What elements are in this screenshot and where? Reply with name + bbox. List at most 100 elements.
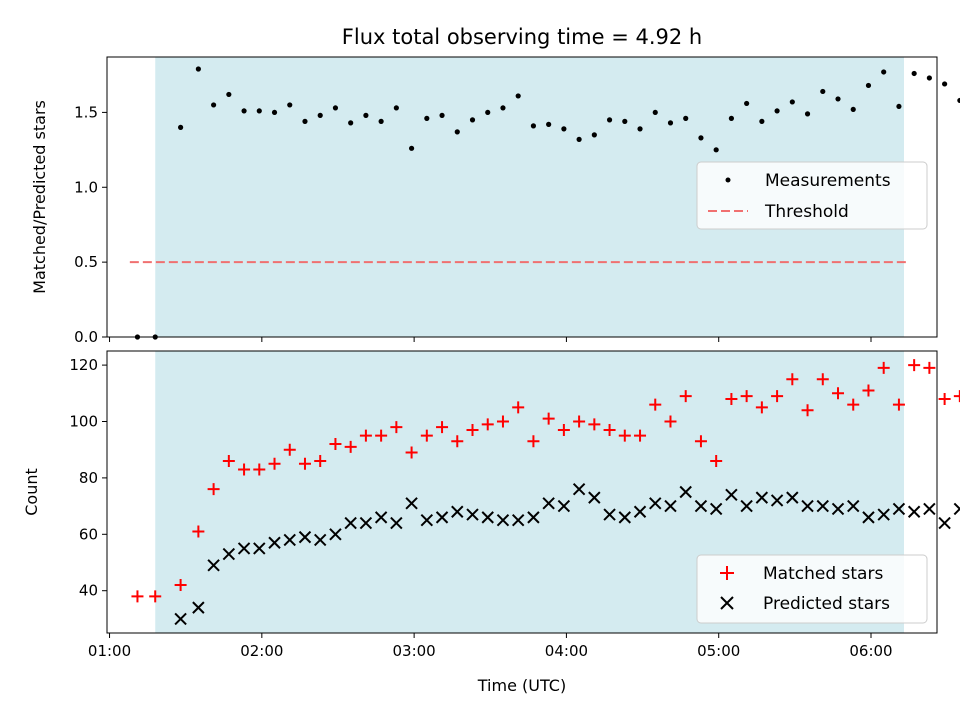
predicted-star-point [588,491,601,504]
bottom-x-tick-label: 04:00 [545,642,588,660]
measurement-point [500,105,506,111]
measurement-point [789,99,795,105]
predicted-star-point [283,533,296,547]
bottom-x-tick-label: 05:00 [697,642,740,660]
matched-star-point [283,443,296,456]
matched-star-point [923,361,936,374]
measurement-point [804,111,811,117]
predicted-star-point [359,516,373,530]
matched-star-point [938,392,951,405]
matched-star-point [390,421,403,434]
matched-star-point [314,454,327,467]
matched-star-point [329,438,342,451]
measurement-point [302,118,308,124]
bottom-y-tick-label: 60 [79,525,98,543]
legend-matched-stars-marker [720,566,734,580]
matched-star-point [771,390,784,403]
predicted-star-point [527,511,540,524]
measurement-point [850,106,856,113]
matched-star-point [710,454,723,467]
matched-star-point [679,390,692,403]
matched-star-point [908,359,921,372]
legend-predicted-stars-marker [720,596,734,610]
measurement-point [178,124,184,130]
measurement-point [363,112,369,118]
measurement-point [211,102,217,108]
top-panel: 0.0 0.5 1.0 1.5 Matched/Predicted stars Mea… [30,56,960,346]
measurement-point [896,103,902,110]
measurement-point [408,145,415,151]
predicted-star-point [314,533,327,547]
measurement-point [637,126,643,132]
matched-star-point [192,525,205,538]
predicted-star-point [511,513,525,527]
predicted-star-point [451,505,464,518]
bottom-y-tick-label: 120 [69,356,98,374]
predicted-star-point [603,508,616,521]
bottom-legend: Matched stars Predicted stars [696,554,928,624]
measurement-point [561,126,567,132]
matched-star-point [375,429,388,442]
legend-matched-stars-label: Matched stars [763,564,883,584]
measurement-point [576,136,582,142]
matched-star-point [847,398,860,411]
matched-star-point [174,579,187,592]
matched-star-point [238,463,251,476]
legend-measurements-marker [725,177,731,183]
matched-star-point [877,361,890,374]
predicted-star-point [923,502,936,516]
predicted-star-point [786,491,799,504]
measurement-point [606,117,613,123]
predicted-star-point [557,499,571,513]
top-y-tick-label: 1.0 [74,178,98,196]
matched-star-point [725,392,738,405]
matched-star-point [816,373,829,386]
measurement-point [698,135,704,141]
measurement-point [195,66,201,72]
matched-star-point [298,457,311,470]
measurement-point [652,109,658,116]
measurement-point [241,108,247,114]
legend-predicted-stars-label: Predicted stars [763,594,890,614]
matched-star-point [344,440,357,453]
measurement-point [271,109,278,116]
measurement-point [287,102,293,108]
bottom-x-tick-label: 06:00 [849,642,892,660]
predicted-star-point [174,612,187,626]
measurement-point [530,123,537,129]
measurement-point [622,118,628,124]
measurement-point [348,120,354,126]
measurement-point [469,117,476,123]
matched-star-point [527,435,540,448]
measurement-point [667,120,674,126]
predicted-star-point [770,494,784,507]
matched-star-point [557,423,570,436]
measurement-point [332,105,339,111]
measurement-point [591,132,597,138]
predicted-star-point [755,491,769,504]
predicted-star-point [679,485,692,499]
predicted-star-point [435,511,449,524]
bottom-y-axis-label: Count [22,468,41,516]
matched-star-point [892,398,905,411]
matched-star-point [359,429,372,442]
measurement-point [256,108,262,114]
matched-star-point [268,457,281,470]
predicted-star-point [907,505,921,518]
matched-star-point [222,454,235,467]
matched-star-point [207,483,220,496]
predicted-star-point [892,502,906,516]
legend-threshold-label: Threshold [764,202,849,222]
measurement-point [835,96,841,102]
measurement-point [820,88,826,95]
matched-star-point [634,429,647,442]
measurement-point [515,93,521,99]
matched-star-point [603,423,616,436]
matched-star-point [436,421,449,434]
measurement-point [485,109,491,116]
predicted-star-point [405,497,418,510]
measurement-point [911,70,917,77]
matched-star-point [420,429,433,442]
top-legend: Measurements Threshold [696,161,928,230]
matched-star-point [694,435,707,448]
